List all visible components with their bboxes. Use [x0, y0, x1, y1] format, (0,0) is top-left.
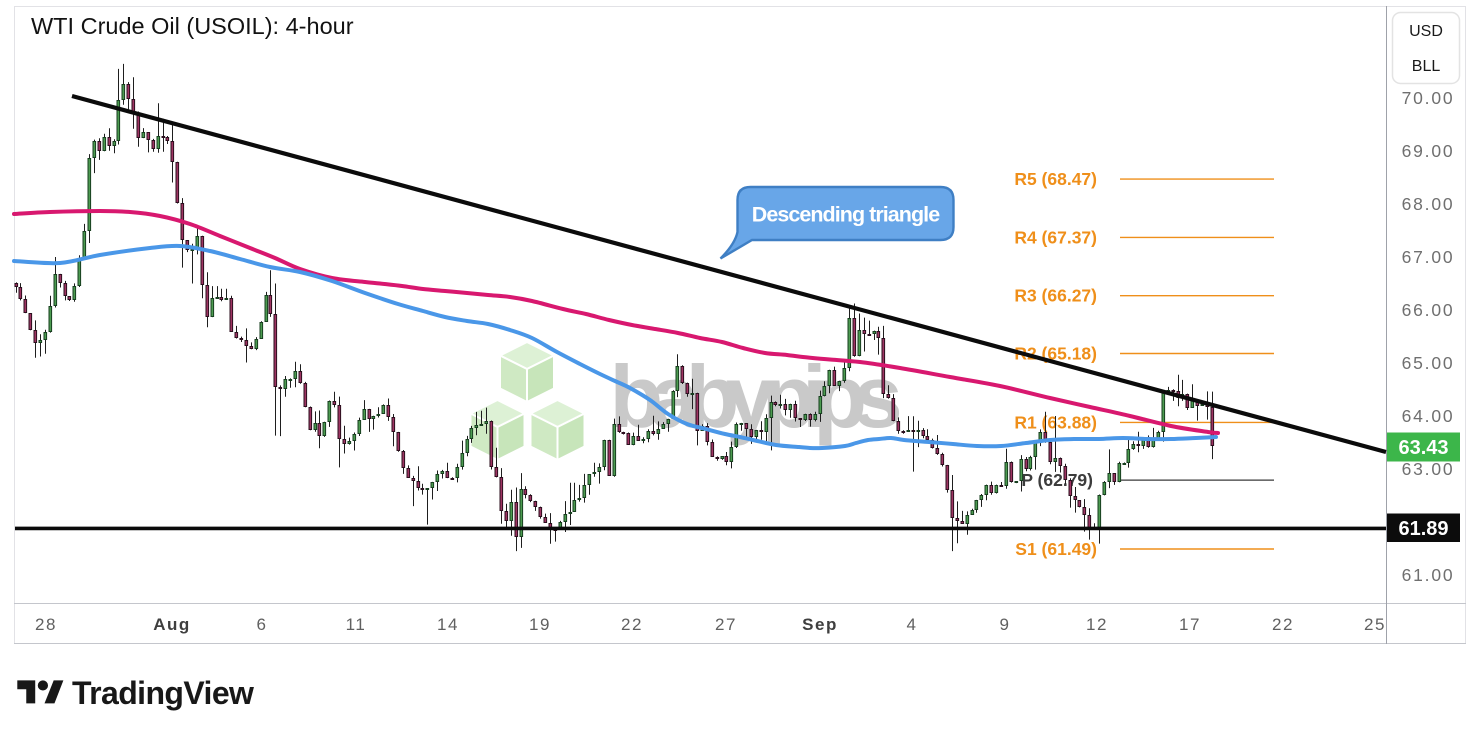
svg-text:64.00: 64.00 — [1402, 406, 1455, 426]
svg-text:Descending triangle: Descending triangle — [752, 203, 940, 227]
svg-text:R3 (66.27): R3 (66.27) — [1014, 286, 1097, 306]
svg-text:R5 (68.47): R5 (68.47) — [1014, 169, 1097, 189]
svg-text:65.00: 65.00 — [1402, 353, 1455, 373]
svg-text:19: 19 — [529, 615, 551, 634]
svg-text:Aug: Aug — [153, 615, 191, 634]
svg-text:6: 6 — [257, 615, 268, 634]
svg-text:28: 28 — [35, 615, 57, 634]
svg-text:25: 25 — [1364, 615, 1386, 634]
svg-text:9: 9 — [1000, 615, 1011, 634]
svg-text:63.00: 63.00 — [1402, 459, 1455, 479]
svg-text:12: 12 — [1086, 615, 1108, 634]
svg-text:69.00: 69.00 — [1402, 141, 1455, 161]
svg-text:BLL: BLL — [1412, 58, 1441, 75]
svg-text:11: 11 — [346, 615, 367, 634]
svg-text:61.89: 61.89 — [1398, 518, 1448, 540]
svg-text:R4 (67.37): R4 (67.37) — [1014, 227, 1097, 247]
svg-text:22: 22 — [621, 615, 643, 634]
svg-text:TradingView: TradingView — [72, 675, 254, 711]
svg-text:67.00: 67.00 — [1402, 247, 1455, 267]
svg-text:68.00: 68.00 — [1402, 194, 1455, 214]
svg-text:63.43: 63.43 — [1398, 437, 1448, 459]
svg-text:14: 14 — [437, 615, 459, 634]
svg-text:70.00: 70.00 — [1402, 88, 1455, 108]
svg-text:22: 22 — [1272, 615, 1294, 634]
svg-text:4: 4 — [907, 615, 918, 634]
svg-text:17: 17 — [1179, 615, 1201, 634]
svg-text:WTI Crude Oil (USOIL): 4-hour: WTI Crude Oil (USOIL): 4-hour — [31, 13, 354, 39]
svg-text:61.00: 61.00 — [1402, 565, 1455, 585]
svg-text:S1 (61.49): S1 (61.49) — [1015, 539, 1097, 559]
svg-text:Sep: Sep — [802, 615, 838, 634]
svg-text:27: 27 — [715, 615, 737, 634]
svg-text:66.00: 66.00 — [1402, 300, 1455, 320]
svg-text:USD: USD — [1409, 23, 1443, 40]
svg-text:P (62.79): P (62.79) — [1021, 470, 1093, 490]
